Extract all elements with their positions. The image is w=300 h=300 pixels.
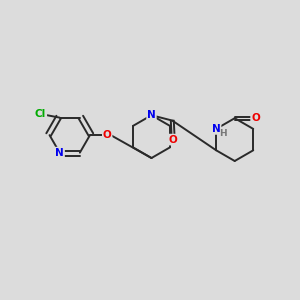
Text: O: O <box>103 130 112 140</box>
Text: O: O <box>251 113 260 123</box>
Text: Cl: Cl <box>35 109 46 119</box>
Text: O: O <box>169 135 178 145</box>
Text: N: N <box>147 110 156 120</box>
Text: N: N <box>55 148 64 158</box>
Text: H: H <box>219 129 226 138</box>
Text: N: N <box>212 124 220 134</box>
